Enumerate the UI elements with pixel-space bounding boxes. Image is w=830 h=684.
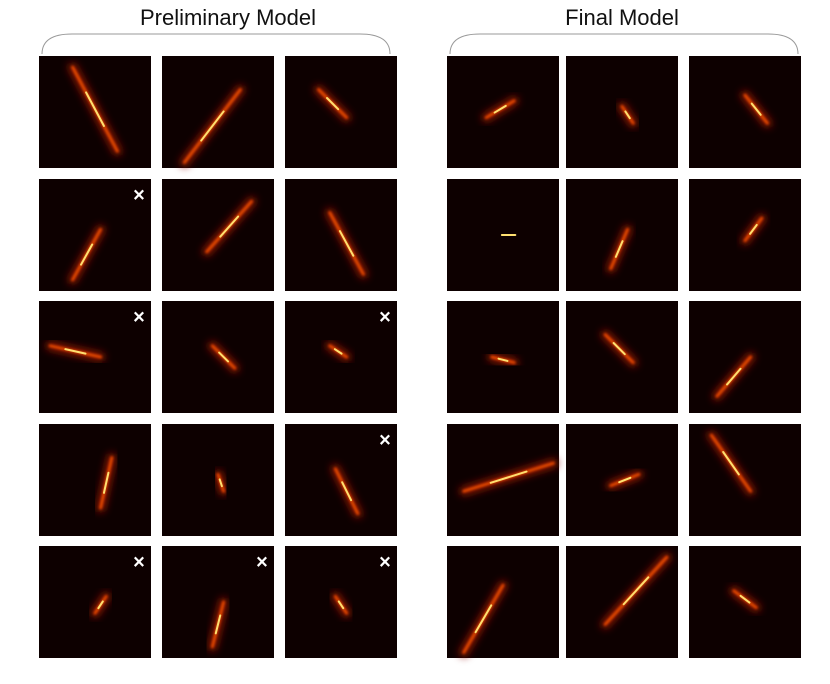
streak-core [622,576,650,606]
streak-core [750,102,762,116]
streak-core [97,600,104,610]
streak-core [64,348,87,355]
streak-core [333,348,343,355]
image-tile [689,56,801,168]
reject-mark: × [379,551,391,573]
image-tile [447,546,559,658]
streak-core [218,351,230,363]
streak-core [80,243,94,266]
streak-core [618,476,632,484]
reject-mark: × [133,184,145,206]
streak-core [338,230,355,257]
streak-core [474,604,493,634]
streak-core [614,240,624,258]
streak-core [85,91,105,127]
streak-core [341,481,353,502]
reject-mark: × [256,551,268,573]
streak-core [726,367,742,386]
streak-core [749,223,758,235]
brace [449,33,799,55]
panel-title: Final Model [565,5,679,30]
streak-core [489,470,528,484]
image-tile [39,546,151,658]
streak-core [219,215,240,238]
brace [41,33,391,55]
streak-core [102,471,110,494]
streak-core [337,600,345,610]
reject-mark: × [379,429,391,451]
reject-mark: × [379,306,391,328]
streak-core [493,104,507,114]
streak-core [624,110,631,120]
streak-core [218,478,223,488]
reject-mark: × [133,306,145,328]
streak-core [200,110,225,142]
streak-core [722,451,740,476]
streak-core [326,97,340,111]
streak-core [497,357,509,362]
streak-core [739,594,751,604]
streak-core [612,342,626,356]
panel-title: Preliminary Model [140,5,316,30]
image-tile [39,424,151,536]
streak-core [214,614,222,635]
reject-mark: × [133,551,145,573]
